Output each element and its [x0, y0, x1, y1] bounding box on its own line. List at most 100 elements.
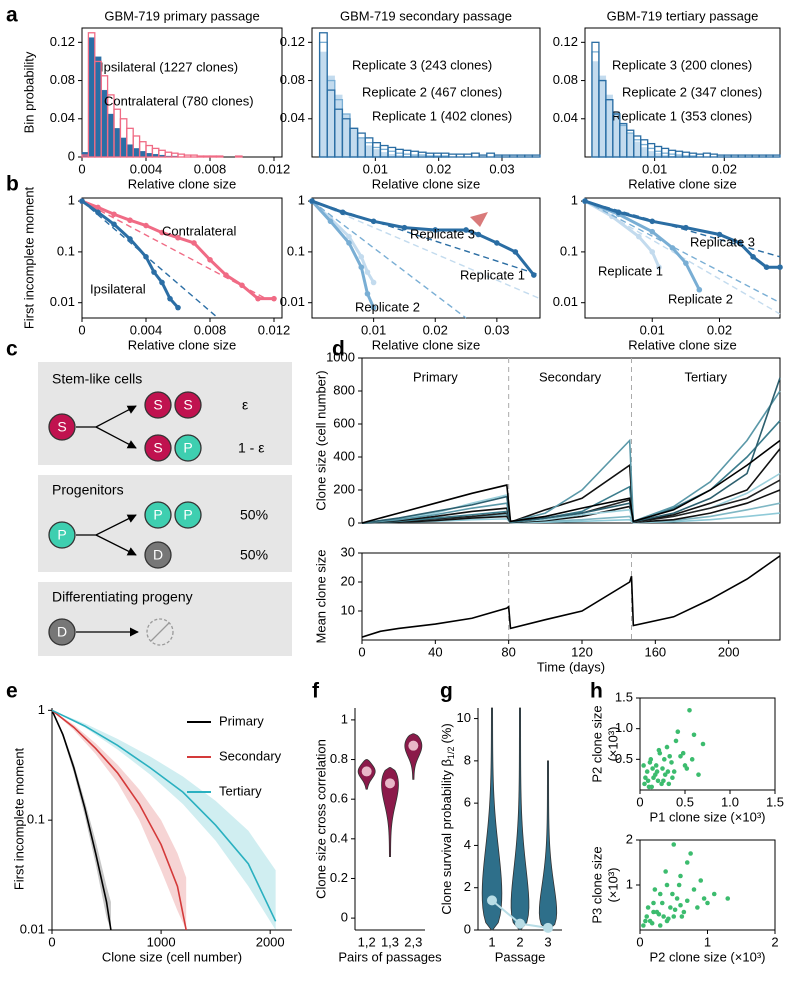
scatter-point	[668, 905, 673, 910]
scatter-point	[663, 869, 668, 874]
data-point	[649, 249, 656, 255]
data-point	[432, 227, 439, 233]
y-axis-label: First incomplete moment	[11, 747, 26, 890]
histogram-bar	[598, 75, 607, 158]
y-tick-label: 1	[68, 193, 75, 208]
annotation: Secondary	[539, 369, 602, 384]
histogram-bar	[772, 154, 781, 158]
x-tick-label: 1.5	[766, 794, 784, 809]
x-axis-label: P1 clone size (×10³)	[650, 809, 766, 824]
scatter-point	[665, 769, 671, 774]
panel-label: f	[312, 680, 320, 703]
data-point	[111, 221, 117, 228]
scatter-point	[671, 842, 677, 847]
scatter-point	[705, 900, 710, 906]
scatter-point	[643, 918, 648, 924]
x-tick-label: 0.03	[489, 161, 514, 176]
scatter-point	[644, 914, 650, 919]
scatter-point	[684, 766, 690, 771]
y-tick-label: 0.12	[280, 34, 305, 49]
data-line	[361, 420, 781, 524]
scatter-point	[657, 891, 663, 897]
x-tick-label: 0.01	[640, 322, 665, 337]
data-point	[463, 227, 469, 233]
scatter-point	[687, 707, 692, 713]
data-line	[361, 489, 781, 524]
x-axis-label: Relative clone size	[372, 337, 480, 352]
histogram-bar	[365, 145, 373, 158]
series-label: Replicate 2 (347 clones)	[622, 84, 762, 99]
fit-line	[311, 200, 467, 319]
scatter-point	[676, 882, 682, 888]
series-label: Ipsilateral (1227 clones)	[100, 59, 238, 74]
data-point	[364, 290, 371, 297]
histogram-bar	[126, 144, 134, 158]
histogram-bar	[177, 153, 186, 158]
y-tick-label: 200	[333, 481, 355, 496]
x-tick-label: 0.012	[258, 161, 291, 176]
data-line	[51, 710, 112, 931]
series-label: Ipsilateral	[90, 281, 146, 296]
scatter-point	[675, 729, 681, 735]
plot-frame	[639, 839, 776, 931]
histogram-bar	[695, 153, 705, 158]
scatter-point	[667, 753, 672, 759]
data-line	[51, 709, 187, 931]
data-point	[531, 272, 537, 278]
x-tick-label: 0.5	[676, 794, 694, 809]
probability: 50%	[240, 507, 268, 523]
y-tick-label: 1	[626, 876, 633, 891]
data-point	[364, 269, 371, 275]
data-point	[696, 286, 703, 293]
histogram-bar	[674, 150, 684, 158]
data-point	[309, 198, 315, 204]
node-label: D	[153, 547, 163, 563]
annotation: Primary	[413, 369, 458, 384]
x-tick-label: 0.02	[707, 322, 732, 337]
histogram-bar	[209, 155, 218, 158]
data-point	[370, 218, 377, 225]
scatter-point	[645, 905, 651, 910]
data-point	[143, 254, 149, 260]
diagram: Stem-like cells Progenitors Differentiat…	[38, 362, 292, 656]
legend-label: Tertiary	[219, 783, 262, 798]
scatter-point	[659, 900, 665, 906]
y-tick-label: 0.6	[330, 791, 348, 806]
data-point	[175, 304, 181, 311]
histogram-bar	[139, 151, 147, 158]
data-point	[635, 233, 642, 240]
y-tick-label: 0.2	[330, 870, 348, 885]
histogram-bar	[319, 51, 328, 158]
histogram-bar	[737, 154, 746, 158]
histogram-bar	[626, 133, 634, 158]
histogram-bar	[107, 113, 115, 158]
x-tick-label: 0.01	[642, 161, 667, 176]
y-tick-label: 0.08	[280, 72, 305, 87]
data-point	[777, 264, 783, 270]
series-label: Replicate 1	[598, 263, 663, 278]
x-axis-label: Relative clone size	[628, 337, 736, 352]
histogram-bar	[605, 94, 614, 158]
data-point	[127, 217, 133, 224]
panel-label: a	[6, 4, 18, 27]
scatter-point	[653, 763, 659, 768]
y-tick-label: 1.0	[615, 720, 633, 735]
y-axis-label-text: Clone survival probability β	[439, 759, 454, 915]
median-dot	[487, 895, 497, 906]
fit-line	[584, 200, 781, 304]
series-label: Replicate 1 (353 clones)	[612, 108, 752, 123]
series-label: Contralateral	[162, 223, 237, 238]
data-point	[127, 236, 133, 242]
histogram-bar	[501, 154, 511, 158]
x-tick-label: 2	[516, 934, 523, 949]
node-label: P	[183, 507, 192, 523]
data-point	[167, 295, 173, 302]
x-tick-label: 0	[48, 934, 55, 949]
y-tick-label: 0	[341, 910, 348, 925]
histogram-bar	[709, 153, 718, 158]
median-dot	[361, 766, 372, 777]
y-axis-label: Mean clone size	[313, 550, 328, 644]
data-point	[475, 231, 482, 238]
box-title: Progenitors	[52, 482, 124, 498]
y-tick-label: 0.01	[20, 921, 45, 936]
